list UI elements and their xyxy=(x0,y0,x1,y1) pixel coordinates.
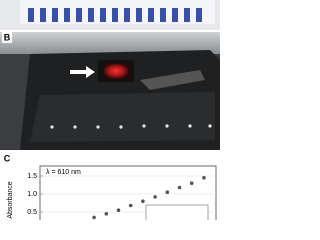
panel-label: B xyxy=(4,32,11,42)
point xyxy=(202,176,206,180)
point xyxy=(189,181,194,185)
point xyxy=(104,212,109,216)
panel-label: C xyxy=(4,153,11,163)
figure: B C λ = 610 nm Absorbance 0.5 1.0 1.5 xyxy=(0,0,220,220)
point xyxy=(165,190,170,194)
y-tick-label: 0.5 xyxy=(27,209,37,216)
y-axis-label: Absorbance xyxy=(7,181,14,218)
point xyxy=(116,208,121,212)
legend-box xyxy=(145,204,209,220)
y-tick-label: 1.0 xyxy=(27,191,37,198)
y-tick-label: 1.5 xyxy=(27,173,37,180)
point xyxy=(153,195,157,199)
point xyxy=(141,199,145,203)
annotation: λ = 610 nm xyxy=(46,169,81,176)
plot-frame xyxy=(39,165,217,220)
panel-label-box xyxy=(2,32,12,43)
point xyxy=(177,185,182,190)
tube-photo xyxy=(0,0,220,30)
point xyxy=(92,215,96,220)
point xyxy=(128,203,133,208)
device-photo xyxy=(0,32,220,150)
